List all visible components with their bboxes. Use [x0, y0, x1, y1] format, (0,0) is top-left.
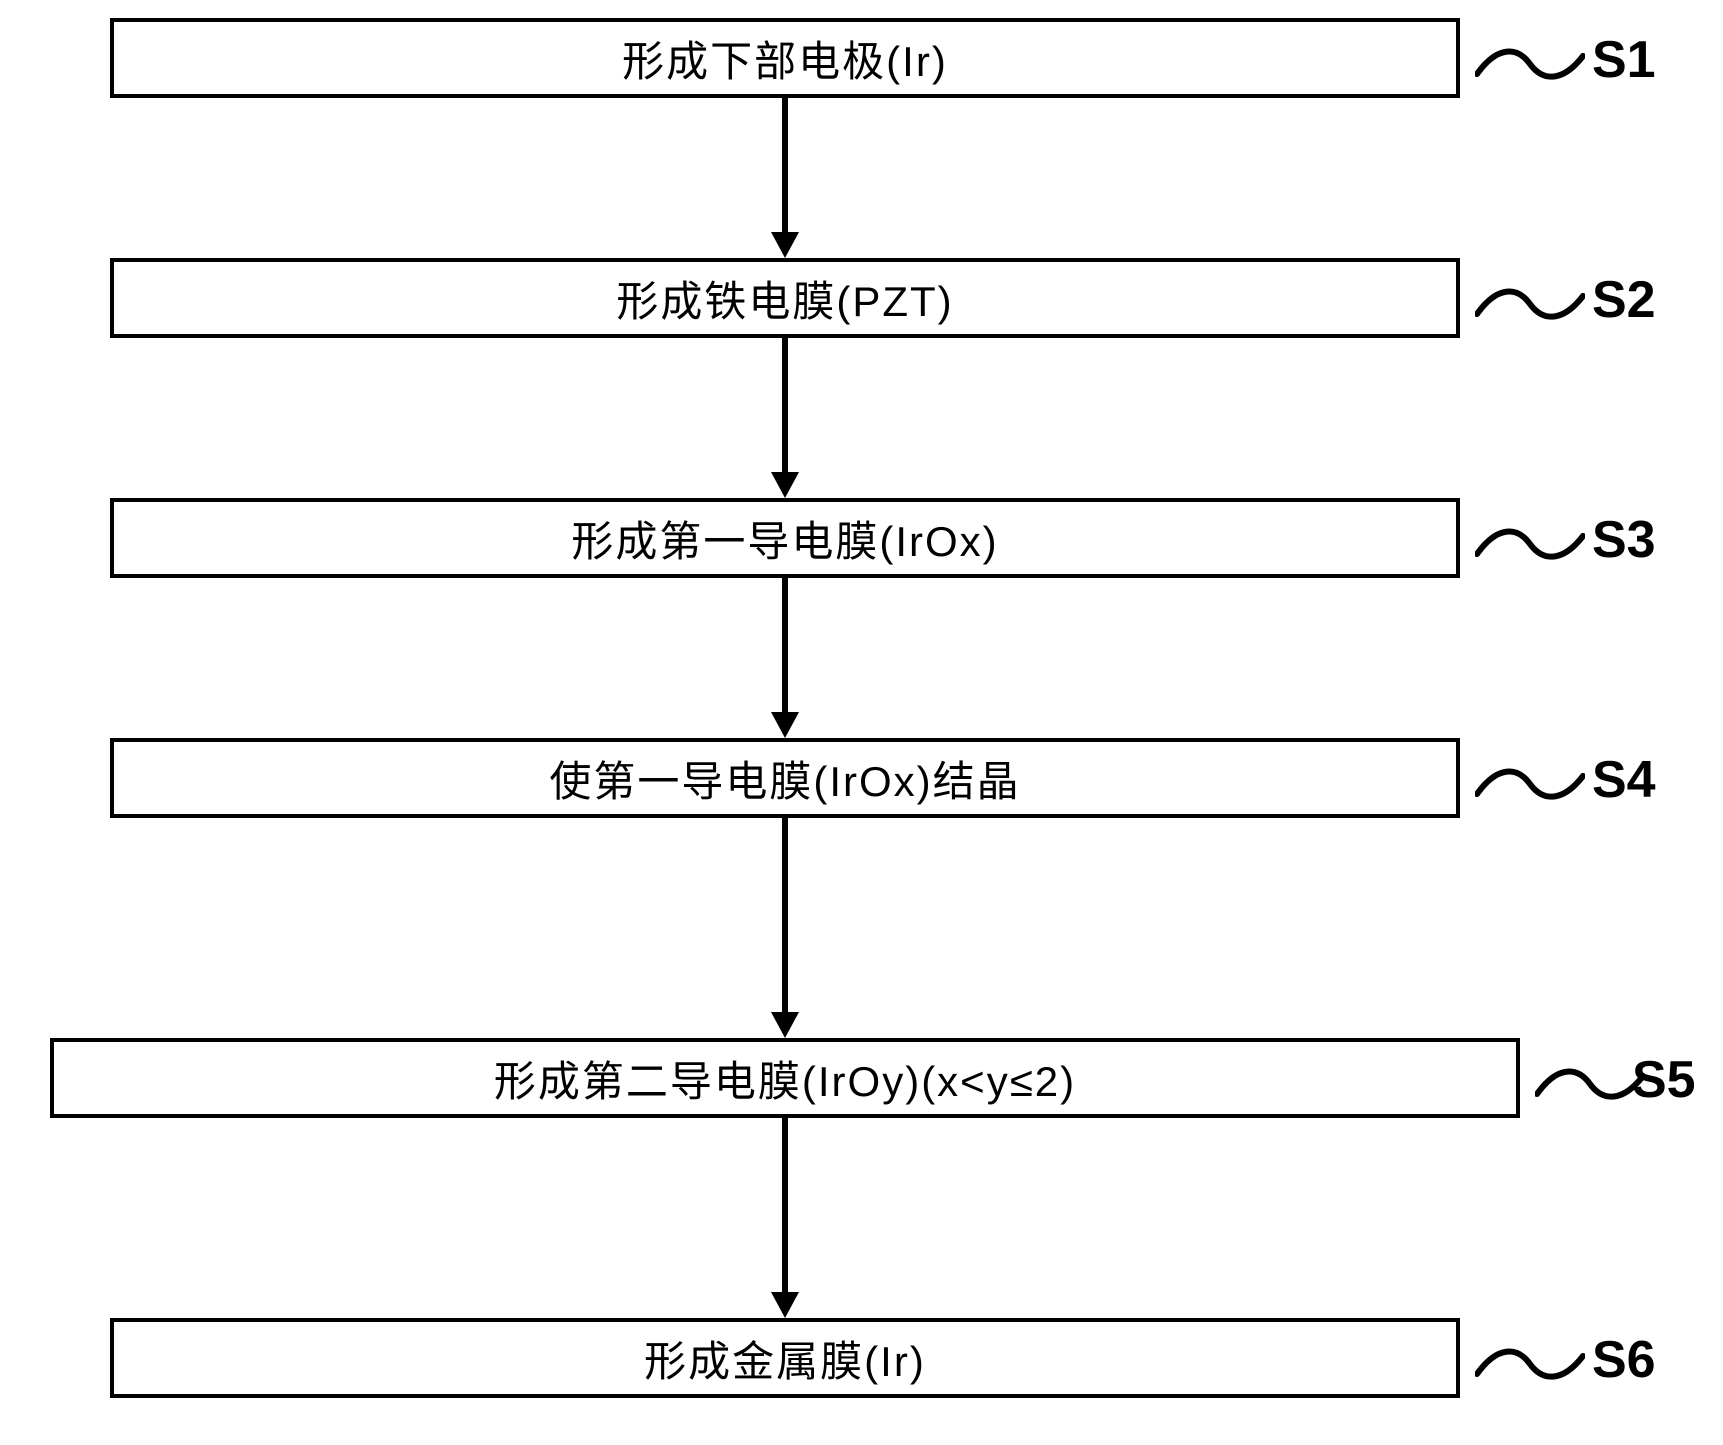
connector-tilde-s3 — [1475, 524, 1585, 566]
connector-tilde-s6 — [1475, 1344, 1585, 1386]
step-label-s4: S4 — [1592, 750, 1656, 810]
connector-tilde-s2 — [1475, 284, 1585, 326]
arrow-head-s1-s2 — [771, 232, 799, 258]
arrow-s4-s5 — [782, 818, 788, 1012]
arrow-s2-s3 — [782, 338, 788, 472]
step-label-s2: S2 — [1592, 270, 1656, 330]
step-label-s1: S1 — [1592, 30, 1656, 90]
connector-tilde-s1 — [1475, 44, 1585, 86]
step-text-s5: 形成第二导电膜(IrOy)(x<y≤2) — [494, 1048, 1076, 1109]
arrow-head-s3-s4 — [771, 712, 799, 738]
connector-tilde-s4 — [1475, 764, 1585, 806]
connector-tilde-s5 — [1535, 1064, 1645, 1106]
step-box-s2: 形成铁电膜(PZT) — [110, 258, 1460, 338]
step-label-s6: S6 — [1592, 1330, 1656, 1390]
step-box-s4: 使第一导电膜(IrOx)结晶 — [110, 738, 1460, 818]
flowchart-canvas: 形成下部电极(Ir) S1 形成铁电膜(PZT) S2 形成第一导电膜(IrOx… — [0, 0, 1723, 1445]
step-text-s3: 形成第一导电膜(IrOx) — [571, 508, 998, 569]
step-box-s6: 形成金属膜(Ir) — [110, 1318, 1460, 1398]
step-text-s4: 使第一导电膜(IrOx)结晶 — [549, 748, 1020, 809]
step-text-s1: 形成下部电极(Ir) — [622, 28, 948, 89]
arrow-s3-s4 — [782, 578, 788, 712]
step-box-s3: 形成第一导电膜(IrOx) — [110, 498, 1460, 578]
step-text-s6: 形成金属膜(Ir) — [644, 1328, 926, 1389]
step-box-s1: 形成下部电极(Ir) — [110, 18, 1460, 98]
step-box-s5: 形成第二导电膜(IrOy)(x<y≤2) — [50, 1038, 1520, 1118]
arrow-head-s2-s3 — [771, 472, 799, 498]
arrow-s1-s2 — [782, 98, 788, 232]
step-label-s3: S3 — [1592, 510, 1656, 570]
arrow-head-s5-s6 — [771, 1292, 799, 1318]
arrow-s5-s6 — [782, 1118, 788, 1292]
arrow-head-s4-s5 — [771, 1012, 799, 1038]
step-label-s5: S5 — [1632, 1050, 1696, 1110]
step-text-s2: 形成铁电膜(PZT) — [616, 268, 953, 329]
